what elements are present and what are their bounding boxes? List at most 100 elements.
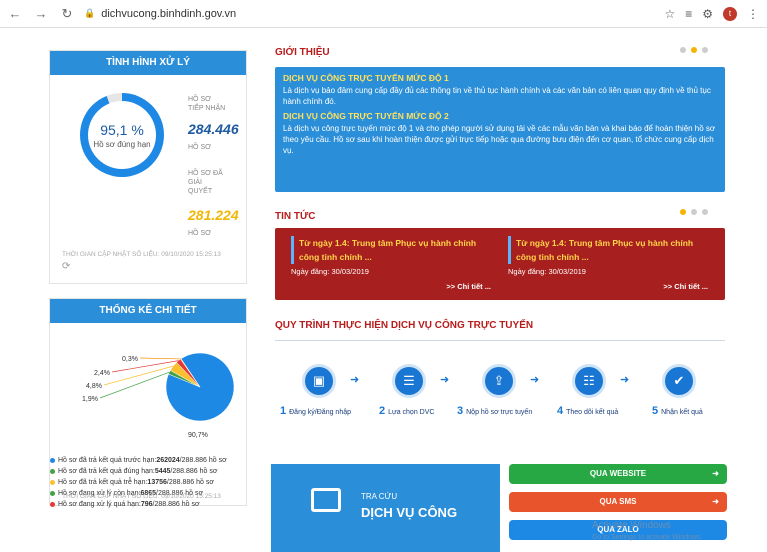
ontime-percent: 95,1 % <box>100 121 144 138</box>
monitor-check-icon <box>311 488 341 512</box>
carousel-dot[interactable] <box>680 209 686 215</box>
pie-leader-line <box>103 365 174 386</box>
intro-title: GIỚI THIỆU <box>275 47 330 58</box>
lookup-line2: DỊCH VỤ CÔNG <box>361 505 458 520</box>
arrow-right-icon: ➜ <box>440 374 450 386</box>
resolved-unit: HỒ SƠ <box>188 230 212 237</box>
pie-slice-label: 4,8% <box>86 383 102 390</box>
pie-leader-line <box>99 371 170 399</box>
news-item-date: Ngày đăng: 30/03/2019 <box>508 267 586 276</box>
intro-text-level2: Là dịch vụ công trực tuyến mức độ 1 và c… <box>283 124 716 155</box>
activation-watermark: Activate Windows <box>592 520 671 531</box>
step-5-label[interactable]: 5 Nhận kết quả <box>652 405 703 417</box>
arrow-right-icon: ➜ <box>712 469 719 478</box>
legend-dot <box>50 469 55 474</box>
step-1-label[interactable]: 1 Đăng ký/Đăng nhập <box>280 405 352 417</box>
legend-dot <box>50 502 55 507</box>
received-unit: HỒ SƠ <box>188 144 212 151</box>
legend-dot <box>50 480 55 485</box>
detail-pie-chart: 90,7% 1,9% 4,8% 2,4% 0,3% <box>82 352 235 439</box>
carousel-dot[interactable] <box>691 47 697 53</box>
legend-item: Hồ sơ đã trả kết quả đúng hạn: 5445 /288… <box>50 466 248 477</box>
arrow-right-icon: ➜ <box>620 374 630 386</box>
pie-leader-line <box>111 360 179 373</box>
carousel-dot[interactable] <box>691 209 697 215</box>
list-icon[interactable]: ☰ <box>392 364 426 398</box>
process-title: QUY TRÌNH THỰC HIỆN DỊCH VỤ CÔNG TRỰC TU… <box>275 320 534 331</box>
intro-carousel-dots[interactable] <box>680 47 708 53</box>
news-panel: Từ ngày 1.4: Trung tâm Phục vụ hành chín… <box>275 228 725 300</box>
star-icon[interactable]: ☆ <box>664 6 676 21</box>
activation-watermark-sub: Go to Settings to activate Windows. <box>592 534 703 541</box>
legend-dot <box>50 491 55 496</box>
step-2-label[interactable]: 2 Lựa chọn DVC <box>379 405 435 417</box>
legend-item: Hồ sơ đang xử lý quá hạn: 796 /288.886 h… <box>50 499 248 510</box>
reload-icon[interactable]: ↻ <box>61 5 73 21</box>
playlist-icon[interactable]: ≡ <box>685 6 693 21</box>
browser-toolbar: ← → ↻ 🔒 dichvucong.binhdinh.gov.vn ☆ ≡ ⚙… <box>0 0 767 28</box>
legend-dot <box>50 458 55 463</box>
checklist-icon[interactable]: ☷ <box>572 364 606 398</box>
carousel-dot[interactable] <box>680 47 686 53</box>
intro-heading-level2: DỊCH VỤ CÔNG TRỰC TUYẾN MỨC ĐỘ 2 <box>283 111 449 121</box>
pie-leader-line <box>139 357 181 360</box>
pie-slice-label: 1,9% <box>82 396 98 403</box>
news-item-title[interactable]: Từ ngày 1.4: Trung tâm Phục vụ hành chín… <box>508 236 708 264</box>
news-item[interactable]: Từ ngày 1.4: Trung tâm Phục vụ hành chín… <box>508 236 708 291</box>
detail-legend: Hồ sơ đã trả kết quả trước hạn: 262024 /… <box>50 455 248 510</box>
status-panel-title: TÌNH HÌNH XỬ LÝ <box>50 51 246 75</box>
extension-icon[interactable]: ⚙ <box>702 6 713 21</box>
news-item-more-link[interactable]: >> Chi tiết ... <box>446 282 491 291</box>
detail-panel: THỐNG KÊ CHI TIẾT 90,7% 1,9% 4,8% 2,4% 0,3% … <box>49 298 247 508</box>
intro-text-level1: Là dịch vụ bảo đảm cung cấp đầy đủ các t… <box>283 86 711 106</box>
step-3-label[interactable]: 3 Nộp hồ sơ trực tuyến <box>457 405 533 417</box>
via-website-button[interactable]: QUA WEBSITE ➜ <box>509 464 727 484</box>
upload-document-icon[interactable]: ⇪ <box>482 364 516 398</box>
news-carousel-dots[interactable] <box>680 209 708 215</box>
detail-panel-title: THỐNG KÊ CHI TIẾT <box>50 299 246 323</box>
menu-icon[interactable]: ⋮ <box>747 6 759 21</box>
lookup-line1: TRA CỨU <box>361 492 398 501</box>
lookup-service-banner[interactable]: TRA CỨU DỊCH VỤ CÔNG <box>271 464 500 552</box>
resolved-value: 281.224 <box>188 207 239 223</box>
pie-slice-label: 2,4% <box>94 370 110 377</box>
process-divider <box>275 340 725 341</box>
page-content: TÌNH HÌNH XỬ LÝ 95,1 % Hồ sơ đúng hạn HỒ… <box>0 28 767 552</box>
legend-item: Hồ sơ đang xử lý còn hạn: 6865 /288.886 … <box>50 488 248 499</box>
forward-icon[interactable]: → <box>34 6 48 21</box>
received-value: 284.446 <box>188 121 239 137</box>
ontime-label: Hồ sơ đúng hạn <box>93 139 151 149</box>
status-updated-time: THỜI GIAN CẬP NHẬT SỐ LIỆU: 09/10/2020 1… <box>62 251 221 258</box>
news-item-title[interactable]: Từ ngày 1.4: Trung tâm Phục vụ hành chín… <box>291 236 491 264</box>
legend-item: Hồ sơ đã trả kết quả trước hạn: 262024 /… <box>50 455 248 466</box>
avatar[interactable]: t <box>723 6 737 21</box>
address-bar[interactable]: 🔒 dichvucong.binhdinh.gov.vn <box>84 4 664 24</box>
pie-slice-label: 0,3% <box>122 356 138 363</box>
legend-item: Hồ sơ đã trả kết quả trễ hạn: 13756 /288… <box>50 477 248 488</box>
step-4-label[interactable]: 4 Theo dõi kết quả <box>557 405 619 417</box>
check-result-icon[interactable]: ✔ <box>662 364 696 398</box>
arrow-right-icon: ➜ <box>350 374 360 386</box>
pie-slice-label: 90,7% <box>188 432 208 439</box>
via-zalo-button[interactable]: QUA ZALO <box>509 520 727 540</box>
back-icon[interactable]: ← <box>8 6 22 21</box>
intro-heading-level1: DỊCH VỤ CÔNG TRỰC TUYẾN MỨC ĐỘ 1 <box>283 73 449 83</box>
detail-updated-time: THỜI GIAN CẬP NHẬT SỐ LIỆU: 09/10/2020 1… <box>62 493 221 500</box>
lock-icon: 🔒 <box>84 8 96 18</box>
register-login-icon[interactable]: ▣ <box>302 364 336 398</box>
ontime-ring-chart: 95,1 % Hồ sơ đúng hạn <box>80 93 164 177</box>
carousel-dot[interactable] <box>702 47 708 53</box>
carousel-dot[interactable] <box>702 209 708 215</box>
news-item-more-link[interactable]: >> Chi tiết ... <box>663 282 708 291</box>
arrow-right-icon: ➜ <box>712 497 719 506</box>
intro-panel: DỊCH VỤ CÔNG TRỰC TUYẾN MỨC ĐỘ 1 Là dịch… <box>275 67 725 192</box>
arrow-right-icon: ➜ <box>530 374 540 386</box>
via-sms-button[interactable]: QUA SMS ➜ <box>509 492 727 512</box>
received-label: HỒ SƠ TIẾP NHẬN <box>188 96 226 112</box>
news-item[interactable]: Từ ngày 1.4: Trung tâm Phục vụ hành chín… <box>291 236 491 291</box>
refresh-icon[interactable]: ⟳ <box>62 261 71 272</box>
url-text: dichvucong.binhdinh.gov.vn <box>101 7 237 20</box>
status-panel: TÌNH HÌNH XỬ LÝ 95,1 % Hồ sơ đúng hạn HỒ… <box>49 50 247 284</box>
news-item-date: Ngày đăng: 30/03/2019 <box>291 267 369 276</box>
news-title: TIN TỨC <box>275 211 316 222</box>
